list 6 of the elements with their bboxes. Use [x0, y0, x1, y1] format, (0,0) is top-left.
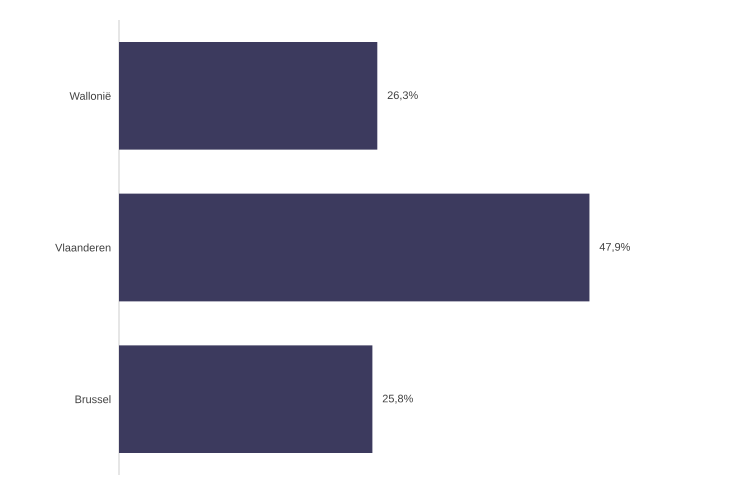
- y-tick-label: Brussel: [76, 395, 110, 404]
- y-tick-label: Vlaanderen: [55, 243, 110, 252]
- data-label: 25,8%: [382, 394, 413, 404]
- data-label: 47,9%: [600, 242, 630, 252]
- data-label: 26,3%: [388, 91, 418, 100]
- y-tick-label: Wallonië: [70, 92, 111, 100]
